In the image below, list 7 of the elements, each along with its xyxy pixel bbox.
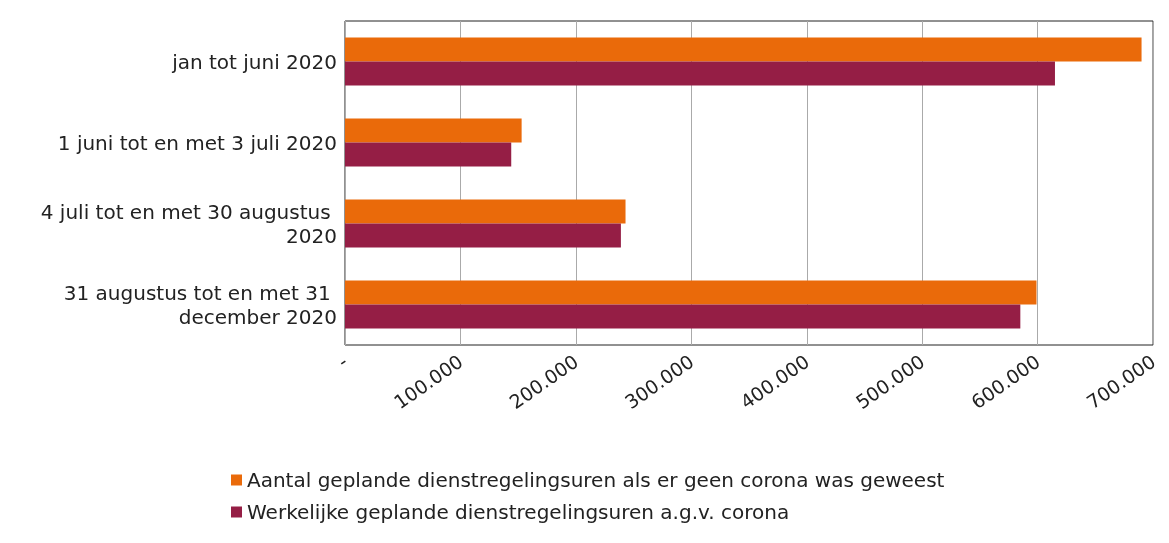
legend-label: Aantal geplande dienstregelingsuren als er geen corona was geweest — [247, 468, 945, 492]
y-tick-label: 4 juli tot en met 30 augustus 2020 — [40, 199, 337, 248]
legend-label: Werkelijke geplande dienstregelingsuren a.g.v. corona — [247, 500, 790, 524]
y-tick-label: jan tot juni 2020 — [171, 49, 337, 74]
y-tick-label: 1 juni tot en met 3 juli 2020 — [57, 130, 337, 155]
x-tick-label: - — [333, 349, 352, 372]
y-tick-label: 31 augustus tot en met 31 december 2020 — [63, 280, 337, 329]
